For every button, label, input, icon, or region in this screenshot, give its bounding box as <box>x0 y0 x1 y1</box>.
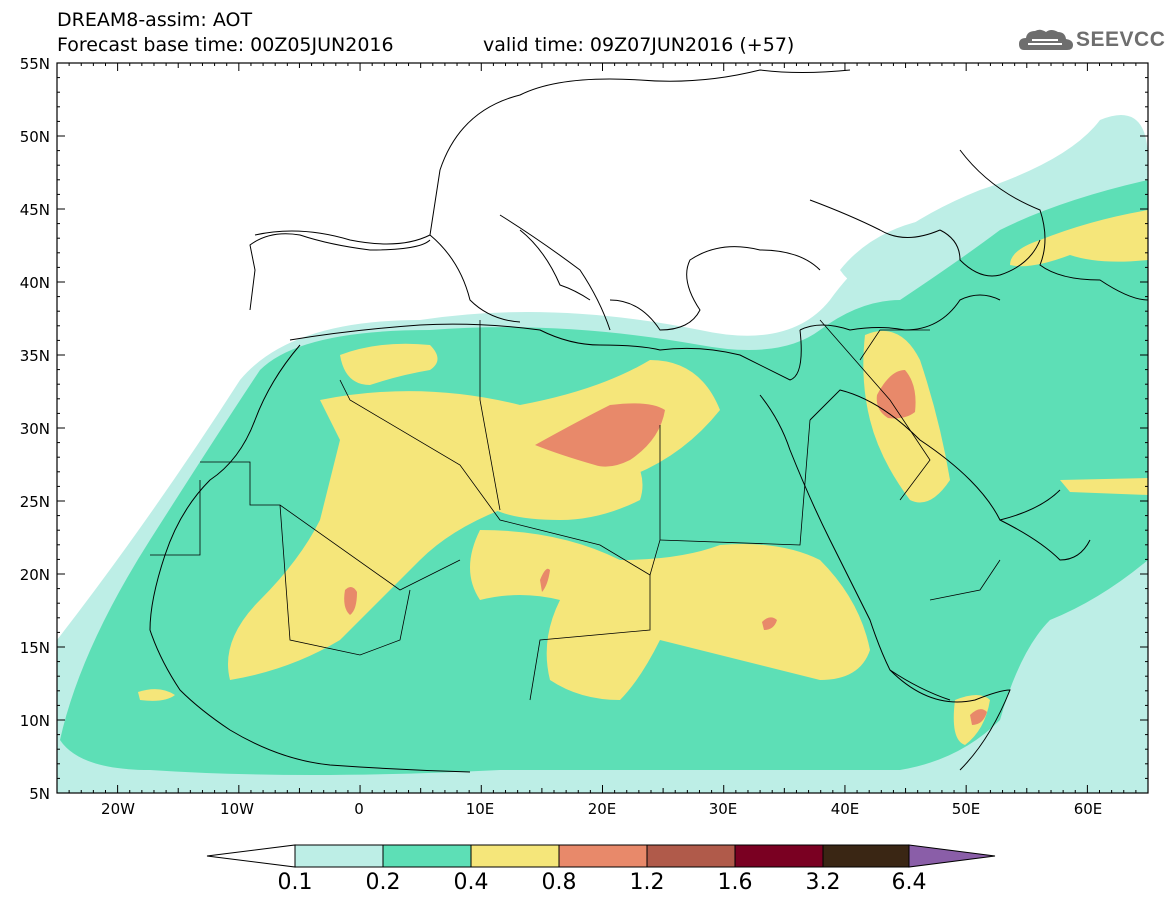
lat-label: 35N <box>19 347 50 365</box>
country-borders <box>150 319 1001 701</box>
aot-band-0.4 <box>1010 210 1148 267</box>
colorbar-swatch <box>294 844 384 868</box>
colorbar <box>206 844 996 868</box>
title-variable: DREAM8-assim: AOT <box>57 9 253 31</box>
lat-label: 40N <box>19 274 50 292</box>
lat-label: 15N <box>19 639 50 657</box>
lon-label: 30E <box>708 800 738 818</box>
logo-text: SEEVCCC <box>1076 28 1165 51</box>
lon-label: 20W <box>101 800 135 818</box>
colorbar-label: 1.2 <box>629 870 665 895</box>
aot-band-0.8 <box>535 403 665 467</box>
aot-band-0.4 <box>863 330 950 503</box>
title-valid-time: valid time: 09Z07JUN2016 (+57) <box>483 34 795 56</box>
lon-label: 0 <box>354 800 364 818</box>
lon-label: 10E <box>465 800 495 818</box>
colorbar-label: 3.2 <box>805 870 841 895</box>
colorbar-label: 0.2 <box>365 870 401 895</box>
lat-label: 50N <box>19 128 50 146</box>
aot-shading <box>57 115 1148 793</box>
colorbar-low-arrow <box>206 844 296 868</box>
map-ticks <box>56 62 1149 794</box>
lat-label: 10N <box>19 712 50 730</box>
lat-label: 25N <box>19 493 50 511</box>
colorbar-label: 1.6 <box>717 870 753 895</box>
lat-label: 55N <box>19 55 50 73</box>
aot-band-0.8 <box>876 370 916 419</box>
aot-band-0.4 <box>470 530 870 700</box>
aot-band-0.8 <box>344 586 357 615</box>
lon-label: 40E <box>830 800 860 818</box>
lon-label: 20E <box>587 800 617 818</box>
colorbar-label: 0.1 <box>277 870 313 895</box>
aot-band-0.8 <box>540 568 550 592</box>
colorbar-swatch <box>734 844 824 868</box>
lat-label: 20N <box>19 566 50 584</box>
lat-label: 5N <box>29 785 50 803</box>
colorbar-swatch <box>646 844 736 868</box>
aot-band-0.4 <box>1060 478 1148 495</box>
colorbar-swatch <box>382 844 472 868</box>
lon-label: 50E <box>951 800 981 818</box>
lon-label: 60E <box>1073 800 1103 818</box>
colorbar-label: 0.8 <box>541 870 577 895</box>
lat-label: 30N <box>19 420 50 438</box>
lon-label: 10W <box>220 800 254 818</box>
colorbar-swatch <box>822 844 910 868</box>
title-base-time: Forecast base time: 00Z05JUN2016 <box>57 34 394 56</box>
colorbar-label: 0.4 <box>453 870 489 895</box>
aot-band-0.8 <box>970 709 987 725</box>
colorbar-swatch <box>558 844 648 868</box>
seevccc-logo: SEEVCCC <box>1018 26 1165 54</box>
lat-label: 45N <box>19 201 50 219</box>
colorbar-high-arrow <box>908 844 996 868</box>
cloud-icon <box>1019 29 1073 50</box>
colorbar-swatch <box>470 844 560 868</box>
aot-band-0.4 <box>340 343 438 385</box>
aot-band-0.8 <box>762 617 777 630</box>
colorbar-label: 6.4 <box>891 870 927 895</box>
aot-band-0.4 <box>138 689 175 701</box>
